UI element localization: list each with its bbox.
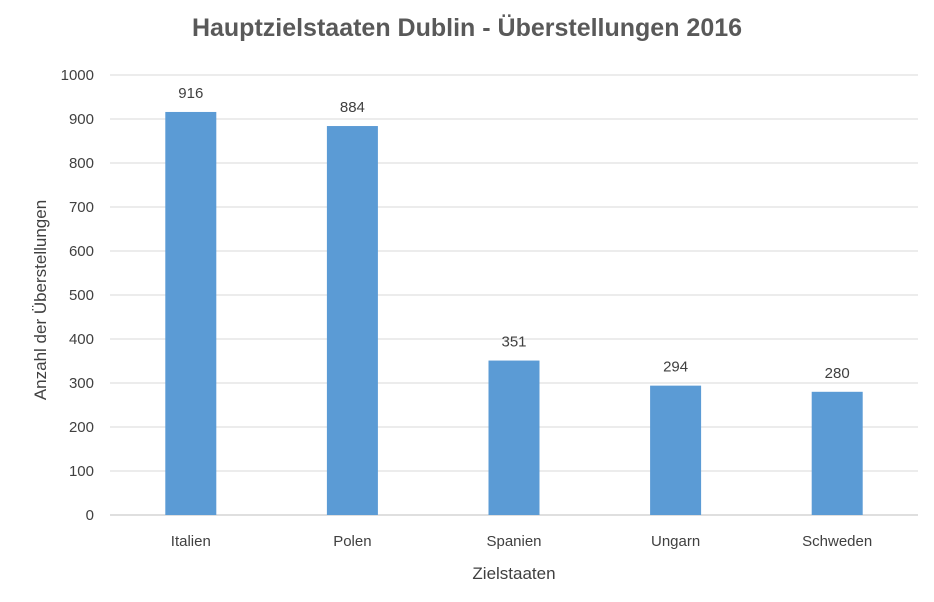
x-tick-label: Polen bbox=[333, 533, 371, 550]
data-label: 884 bbox=[340, 99, 365, 116]
bar-polen bbox=[326, 126, 378, 515]
y-tick-label: 800 bbox=[69, 155, 94, 172]
y-tick-label: 0 bbox=[86, 507, 94, 524]
y-tick-label: 1000 bbox=[61, 67, 94, 84]
y-tick-label: 100 bbox=[69, 463, 94, 480]
data-label: 916 bbox=[178, 85, 203, 102]
data-label: 351 bbox=[501, 334, 526, 351]
bar-spanien bbox=[488, 360, 540, 515]
y-axis-title: Anzahl der Überstellungen bbox=[31, 200, 50, 400]
y-tick-label: 200 bbox=[69, 419, 94, 436]
bar-ungarn bbox=[650, 385, 702, 515]
y-tick-label: 900 bbox=[69, 111, 94, 128]
x-tick-label: Spanien bbox=[486, 533, 541, 550]
bar-schweden bbox=[811, 391, 863, 515]
y-tick-label: 400 bbox=[69, 331, 94, 348]
y-tick-label: 300 bbox=[69, 375, 94, 392]
y-tick-label: 600 bbox=[69, 243, 94, 260]
x-axis-title: Zielstaaten bbox=[472, 564, 555, 583]
y-tick-label: 700 bbox=[69, 199, 94, 216]
x-tick-label: Italien bbox=[171, 533, 211, 550]
x-tick-label: Ungarn bbox=[651, 533, 700, 550]
data-label: 280 bbox=[825, 365, 850, 382]
bar-italien bbox=[165, 111, 217, 516]
x-tick-label: Schweden bbox=[802, 533, 872, 550]
chart-title: Hauptzielstaaten Dublin - Überstellungen… bbox=[191, 14, 743, 42]
y-tick-label: 500 bbox=[69, 287, 94, 304]
data-label: 294 bbox=[663, 359, 688, 376]
